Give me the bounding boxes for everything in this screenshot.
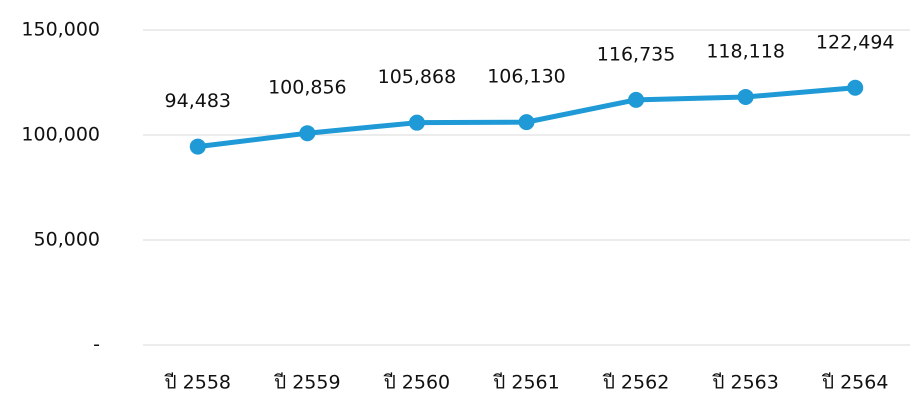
data-point [737, 88, 754, 105]
x-tick-label: ปี 2559 [273, 372, 340, 394]
data-label: 118,118 [706, 40, 785, 62]
data-point [408, 114, 425, 131]
data-label: 116,735 [597, 43, 676, 65]
data-label: 106,130 [487, 66, 566, 88]
x-tick-label: ปี 2563 [712, 372, 779, 394]
data-label: 94,483 [165, 90, 231, 112]
y-tick-label: 50,000 [34, 229, 100, 251]
y-tick-label: - [93, 334, 100, 356]
data-point [189, 138, 206, 155]
data-label: 122,494 [816, 31, 895, 53]
x-tick-label: ปี 2564 [821, 372, 888, 394]
data-point [299, 125, 316, 142]
data-label: 105,868 [378, 66, 457, 88]
data-point [628, 91, 645, 108]
data-point [518, 114, 535, 131]
data-point [847, 79, 864, 96]
x-tick-label: ปี 2562 [602, 372, 669, 394]
y-tick-label: 100,000 [21, 124, 100, 146]
y-tick-label: 150,000 [21, 19, 100, 41]
x-tick-label: ปี 2558 [164, 372, 231, 394]
x-tick-label: ปี 2561 [492, 372, 559, 394]
data-label: 100,856 [268, 77, 347, 99]
x-tick-label: ปี 2560 [383, 372, 450, 394]
